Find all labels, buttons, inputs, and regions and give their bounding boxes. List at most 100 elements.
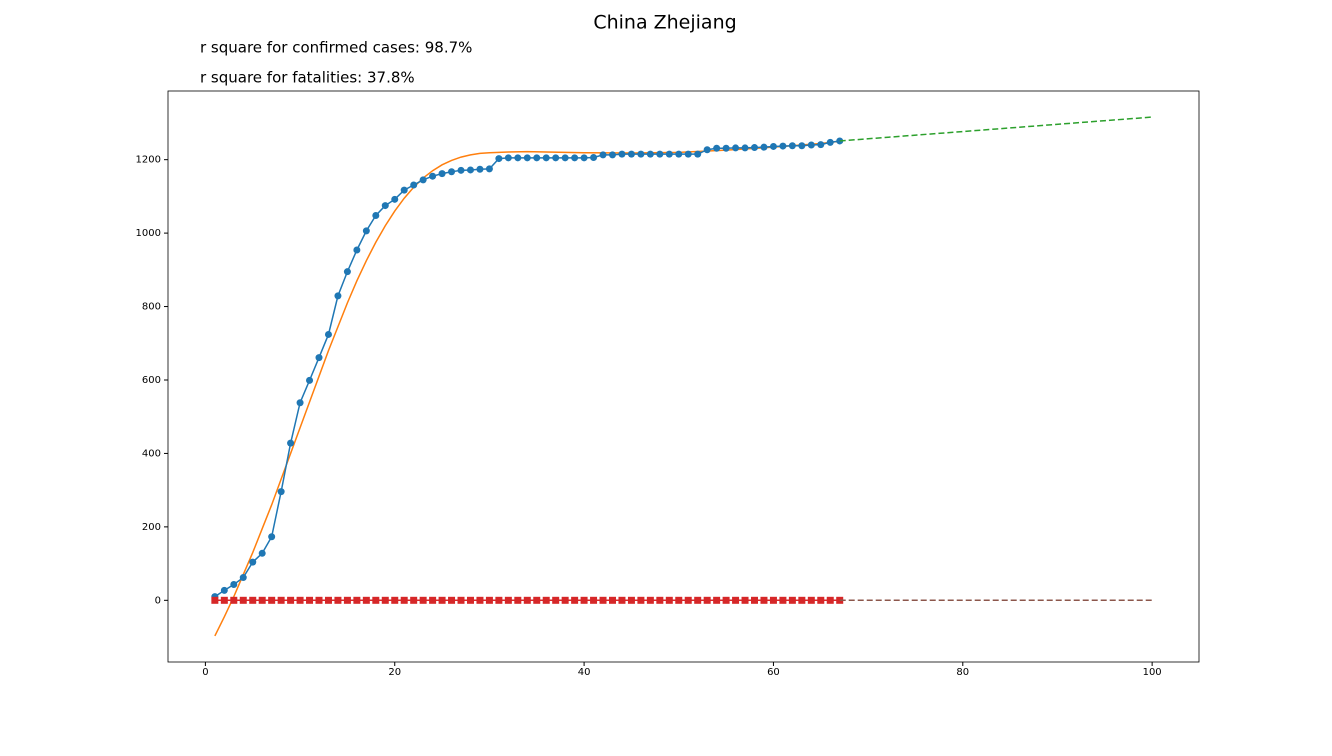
point xyxy=(552,154,560,162)
point xyxy=(476,165,484,173)
x-tick-label: 40 xyxy=(578,667,591,678)
point xyxy=(296,596,304,604)
point xyxy=(807,141,815,149)
point xyxy=(656,150,664,158)
point xyxy=(608,151,616,159)
point xyxy=(419,176,427,184)
point xyxy=(656,596,664,604)
point xyxy=(400,596,408,604)
point xyxy=(277,488,285,496)
point xyxy=(561,154,569,162)
point xyxy=(476,596,484,604)
point xyxy=(343,596,351,604)
point xyxy=(713,596,721,604)
point xyxy=(760,596,768,604)
y-tick-label: 1200 xyxy=(136,155,161,166)
point xyxy=(287,596,295,604)
point xyxy=(817,596,825,604)
point xyxy=(542,154,550,162)
plot-frame xyxy=(167,90,1200,663)
point xyxy=(239,596,247,604)
point xyxy=(438,170,446,178)
point xyxy=(627,150,635,158)
point xyxy=(249,596,257,604)
point xyxy=(646,150,654,158)
y-tick-label: 0 xyxy=(155,595,161,606)
x-tick-label: 60 xyxy=(767,667,780,678)
annotation: r square for confirmed cases: 98.7% xyxy=(200,39,472,57)
point xyxy=(324,596,332,604)
point xyxy=(381,596,389,604)
point xyxy=(400,186,408,194)
point xyxy=(599,151,607,159)
point xyxy=(514,596,522,604)
x-tick-label: 100 xyxy=(1143,667,1162,678)
point xyxy=(675,150,683,158)
point xyxy=(485,165,493,173)
point xyxy=(457,166,465,174)
annotation: r square for fatalities: 37.8% xyxy=(200,69,415,87)
point xyxy=(391,596,399,604)
x-tick-label: 0 xyxy=(202,667,208,678)
point xyxy=(760,143,768,151)
point xyxy=(504,596,512,604)
point xyxy=(306,376,314,384)
y-tick-label: 400 xyxy=(142,448,161,459)
point xyxy=(675,596,683,604)
point xyxy=(353,596,361,604)
point xyxy=(722,596,730,604)
point xyxy=(410,181,418,189)
point xyxy=(533,596,541,604)
point xyxy=(353,246,361,254)
point xyxy=(372,596,380,604)
line xyxy=(214,140,840,637)
point xyxy=(362,227,370,235)
point xyxy=(334,292,342,300)
point xyxy=(391,195,399,203)
point xyxy=(249,558,257,566)
point xyxy=(230,596,238,604)
point xyxy=(324,330,332,338)
point xyxy=(448,168,456,176)
point xyxy=(372,211,380,219)
point xyxy=(381,202,389,210)
point xyxy=(334,596,342,604)
point xyxy=(343,268,351,276)
point xyxy=(751,144,759,152)
point xyxy=(590,596,598,604)
point xyxy=(211,596,219,604)
point xyxy=(315,596,323,604)
x-tick-label: 80 xyxy=(956,667,969,678)
point xyxy=(590,153,598,161)
point xyxy=(571,596,579,604)
point xyxy=(732,596,740,604)
point xyxy=(618,150,626,158)
point xyxy=(230,581,238,589)
point xyxy=(713,144,721,152)
point xyxy=(315,354,323,362)
point xyxy=(362,596,370,604)
point xyxy=(523,596,531,604)
point xyxy=(826,596,834,604)
point xyxy=(220,596,228,604)
point xyxy=(561,596,569,604)
point xyxy=(779,596,787,604)
point xyxy=(239,574,247,582)
point xyxy=(466,166,474,174)
point xyxy=(220,586,228,594)
point xyxy=(419,596,427,604)
point xyxy=(429,172,437,180)
point xyxy=(448,596,456,604)
point xyxy=(429,596,437,604)
point xyxy=(788,596,796,604)
point xyxy=(769,142,777,150)
chart-title: China Zhejiang xyxy=(593,12,736,34)
point xyxy=(504,154,512,162)
point xyxy=(751,596,759,604)
point xyxy=(694,150,702,158)
point xyxy=(268,596,276,604)
line xyxy=(839,116,1153,142)
point xyxy=(495,596,503,604)
